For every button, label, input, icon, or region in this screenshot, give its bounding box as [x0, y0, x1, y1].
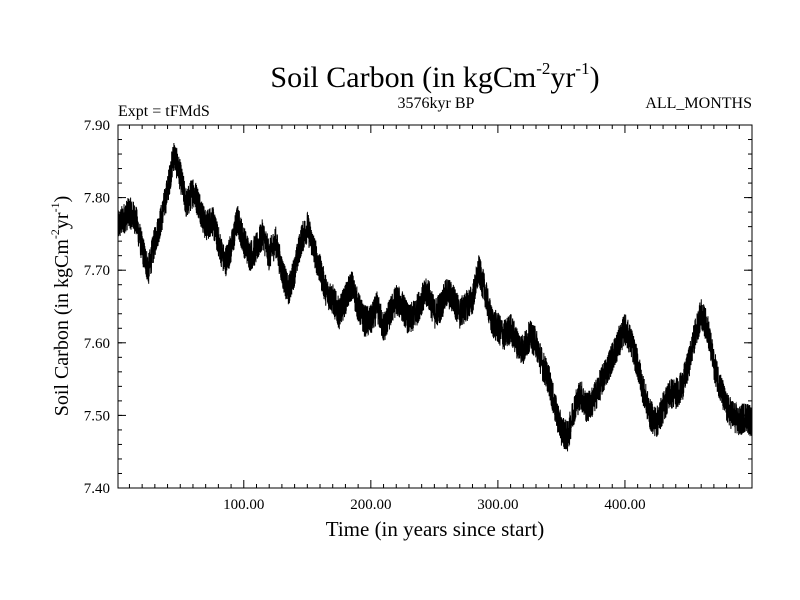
- experiment-label: Expt = tFMdS: [118, 103, 210, 120]
- y-tick-label: 7.80: [84, 191, 110, 207]
- plot-area: [117, 142, 753, 452]
- y-axis: 7.40 7.50 7.60 7.70 7.80 7.90: [84, 118, 752, 497]
- plot-frame: [117, 124, 753, 489]
- x-tick-label: 100.00: [223, 497, 264, 513]
- y-tick-label: 7.90: [84, 118, 110, 134]
- y-axis-label: Soil Carbon (in kgCm-2yr-1): [48, 196, 73, 417]
- x-axis-label: Time (in years since start): [326, 517, 545, 541]
- x-tick-label: 300.00: [477, 497, 518, 513]
- months-label: ALL_MONTHS: [645, 95, 752, 112]
- y-tick-label: 7.40: [84, 481, 110, 497]
- period-label: 3576kyr BP: [398, 95, 475, 112]
- x-tick-label: 200.00: [350, 497, 391, 513]
- x-tick-label: 400.00: [604, 497, 645, 513]
- y-tick-label: 7.60: [84, 336, 110, 352]
- series-line: [117, 142, 753, 452]
- chart-title: Soil Carbon (in kgCm-2yr-1): [270, 59, 599, 94]
- y-tick-label: 7.50: [84, 408, 110, 424]
- x-axis: 100.00 200.00 300.00 400.00: [128, 125, 740, 513]
- y-tick-label: 7.70: [84, 263, 110, 279]
